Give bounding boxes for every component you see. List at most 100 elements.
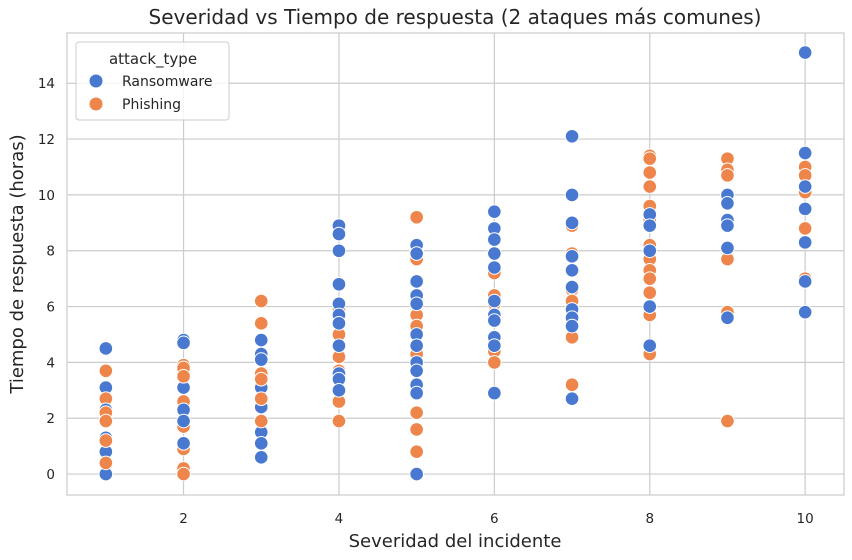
point-phishing [797, 221, 813, 236]
point-ransomware [642, 218, 658, 233]
point-ransomware [331, 226, 347, 242]
point-phishing [98, 363, 114, 379]
point-ransomware [331, 243, 347, 259]
y-tick-label: 10 [38, 188, 55, 204]
point-ransomware [487, 293, 502, 309]
point-ransomware [487, 246, 502, 261]
point-ransomware [409, 274, 424, 289]
grid-layer [67, 33, 844, 495]
point-phishing [176, 369, 191, 384]
y-axis-label: Tiempo de respuesta (horas) [7, 134, 28, 394]
point-phishing [642, 271, 658, 286]
point-phishing [720, 413, 735, 429]
point-phishing [98, 455, 114, 471]
point-ransomware [564, 128, 580, 144]
point-ransomware [797, 235, 813, 250]
point-phishing [253, 413, 269, 429]
point-ransomware [409, 466, 424, 482]
y-tick-label: 4 [46, 355, 55, 371]
point-phishing [98, 433, 114, 448]
data-points [98, 45, 813, 482]
y-tick-label: 14 [38, 76, 55, 92]
point-ransomware [331, 276, 347, 292]
point-ransomware [720, 195, 735, 211]
point-ransomware [564, 279, 580, 295]
point-phishing [409, 422, 424, 437]
y-tick-label: 8 [46, 244, 55, 260]
point-ransomware [409, 385, 424, 401]
point-ransomware [487, 260, 502, 275]
point-ransomware [253, 332, 269, 348]
point-ransomware [176, 335, 191, 351]
point-phishing [564, 377, 580, 393]
x-tick-label: 2 [179, 511, 188, 527]
legend-label-phishing: Phishing [122, 97, 181, 113]
point-ransomware [253, 450, 269, 465]
legend: attack_type Ransomware Phishing [75, 41, 230, 121]
point-ransomware [176, 436, 191, 451]
point-ransomware [409, 246, 424, 261]
point-ransomware [253, 436, 269, 451]
point-phishing [253, 316, 269, 331]
point-ransomware [564, 215, 580, 231]
y-tick-label: 6 [46, 300, 55, 316]
point-ransomware [797, 304, 813, 320]
point-ransomware [487, 385, 502, 401]
point-ransomware [564, 187, 580, 203]
point-phishing [253, 293, 269, 309]
point-ransomware [642, 338, 658, 353]
point-ransomware [564, 391, 580, 406]
point-ransomware [487, 204, 502, 219]
point-ransomware [720, 310, 735, 326]
point-phishing [409, 444, 424, 460]
plot-frame [66, 32, 845, 496]
y-tick-label: 2 [46, 411, 55, 427]
point-ransomware [564, 249, 580, 264]
point-phishing [642, 179, 658, 194]
point-ransomware [253, 352, 269, 367]
point-ransomware [409, 296, 424, 312]
point-ransomware [409, 338, 424, 353]
point-ransomware [331, 316, 347, 331]
point-phishing [642, 151, 658, 166]
point-ransomware [331, 338, 347, 353]
chart-title: Severidad vs Tiempo de respuesta (2 ataq… [149, 5, 762, 29]
point-ransomware [720, 218, 735, 233]
point-ransomware [797, 179, 813, 194]
point-ransomware [487, 338, 502, 353]
point-ransomware [797, 201, 813, 217]
point-ransomware [564, 262, 580, 278]
x-tick-label: 6 [490, 511, 499, 527]
point-ransomware [797, 274, 813, 289]
point-ransomware [409, 363, 424, 379]
point-phishing [720, 168, 735, 183]
point-phishing [642, 165, 658, 180]
x-tick-label: 4 [335, 511, 344, 527]
point-ransomware [797, 45, 813, 60]
y-tick-label: 12 [38, 132, 55, 148]
point-phishing [176, 466, 191, 482]
point-ransomware [98, 341, 114, 356]
point-ransomware [720, 240, 735, 256]
point-ransomware [642, 299, 658, 314]
point-ransomware [564, 318, 580, 334]
point-phishing [642, 285, 658, 300]
x-tick-label: 8 [645, 511, 654, 527]
legend-marker-ransomware [88, 73, 104, 89]
legend-title: attack_type [109, 50, 197, 69]
point-phishing [487, 355, 502, 370]
point-ransomware [331, 383, 347, 398]
legend-marker-phishing [88, 96, 104, 112]
tick-labels: 2 4 6 8 10 0 2 4 6 8 10 12 14 [38, 76, 814, 527]
point-phishing [98, 413, 114, 429]
point-phishing [409, 405, 424, 420]
legend-box [75, 41, 230, 121]
point-ransomware [176, 413, 191, 429]
y-tick-label: 0 [46, 467, 55, 483]
point-ransomware [797, 145, 813, 161]
point-phishing [409, 209, 424, 225]
legend-label-ransomware: Ransomware [122, 74, 212, 90]
point-phishing [331, 413, 347, 429]
point-phishing [253, 391, 269, 406]
